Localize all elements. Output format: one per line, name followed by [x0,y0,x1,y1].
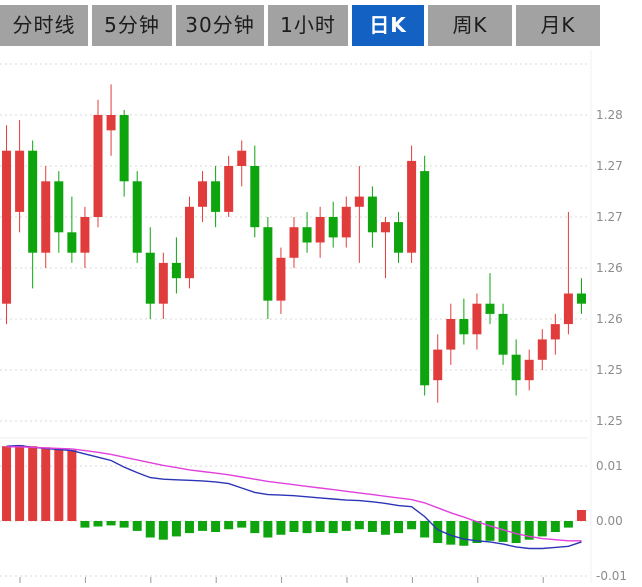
svg-text:1.26: 1.26 [596,261,623,275]
svg-text:1.26: 1.26 [596,312,623,326]
svg-text:0.00: 0.00 [596,514,623,528]
svg-text:1.25: 1.25 [596,414,623,428]
tab-30min[interactable]: 30分钟 [176,5,264,46]
tab-5min[interactable]: 5分钟 [92,5,172,46]
svg-text:1.25: 1.25 [596,363,623,377]
tab-1hour[interactable]: 1小时 [268,5,348,46]
svg-text:0.01: 0.01 [596,459,623,473]
chart-area[interactable]: 1.28 1.27 1.27 1.26 1.26 1.25 1.25 0.01 0.00 -0.0… [0,50,642,583]
svg-text:1.27: 1.27 [596,159,623,173]
candlestick-macd-chart[interactable]: 1.28 1.27 1.27 1.26 1.26 1.25 1.25 0.01 0.00 -0.0… [0,50,642,583]
svg-text:1.28: 1.28 [596,108,623,122]
tab-weekly-k[interactable]: 周K [428,5,512,46]
tab-monthly-k[interactable]: 月K [516,5,600,46]
timeframe-tabbar: 分时线 5分钟 30分钟 1小时 日K 周K 月K [0,0,642,50]
svg-text:1.27: 1.27 [596,210,623,224]
tab-daily-k[interactable]: 日K [352,5,424,46]
tab-timeline[interactable]: 分时线 [0,5,88,46]
svg-text:-0.01: -0.01 [596,569,627,583]
